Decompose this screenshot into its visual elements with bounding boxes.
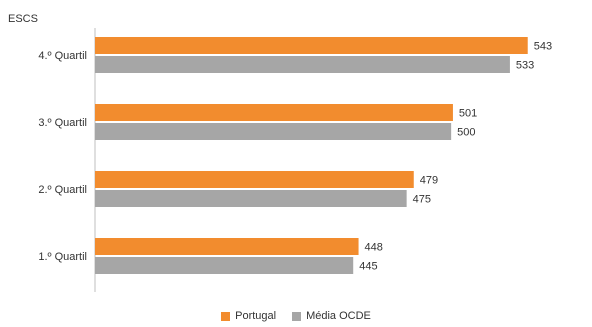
bars (95, 37, 528, 274)
bar-media-ocde (95, 123, 452, 140)
data-label: 500 (457, 127, 475, 139)
data-label: 448 (365, 242, 383, 254)
legend-label: Média OCDE (306, 310, 371, 322)
data-label: 445 (359, 261, 377, 273)
bar-media-ocde (95, 56, 510, 73)
legend-label: Portugal (235, 310, 277, 322)
legend-item: Média OCDE (292, 310, 371, 322)
bar-media-ocde (95, 190, 407, 207)
bar-media-ocde (95, 257, 354, 274)
data-label: 475 (413, 194, 431, 206)
bar-portugal (95, 171, 414, 188)
data-label: 533 (516, 60, 534, 72)
legend-swatch (221, 311, 231, 321)
bar-portugal (95, 238, 359, 255)
legend: Portugal Média OCDE (0, 310, 592, 324)
y-axis-title: ESCS (8, 13, 38, 25)
legend-item: Portugal (221, 310, 276, 322)
category-label: 2.º Quartil (38, 184, 87, 196)
bar-portugal (95, 104, 453, 121)
bar-portugal (95, 37, 528, 54)
legend-swatch (292, 311, 302, 321)
data-label: 501 (459, 108, 477, 120)
data-label: 543 (534, 41, 552, 53)
category-label: 3.º Quartil (38, 117, 87, 129)
category-label: 4.º Quartil (38, 50, 87, 62)
category-label: 1.º Quartil (38, 251, 87, 263)
category-labels: 4.º Quartil 3.º Quartil 2.º Quartil 1.º Qua… (38, 50, 87, 263)
data-label: 479 (420, 175, 438, 187)
